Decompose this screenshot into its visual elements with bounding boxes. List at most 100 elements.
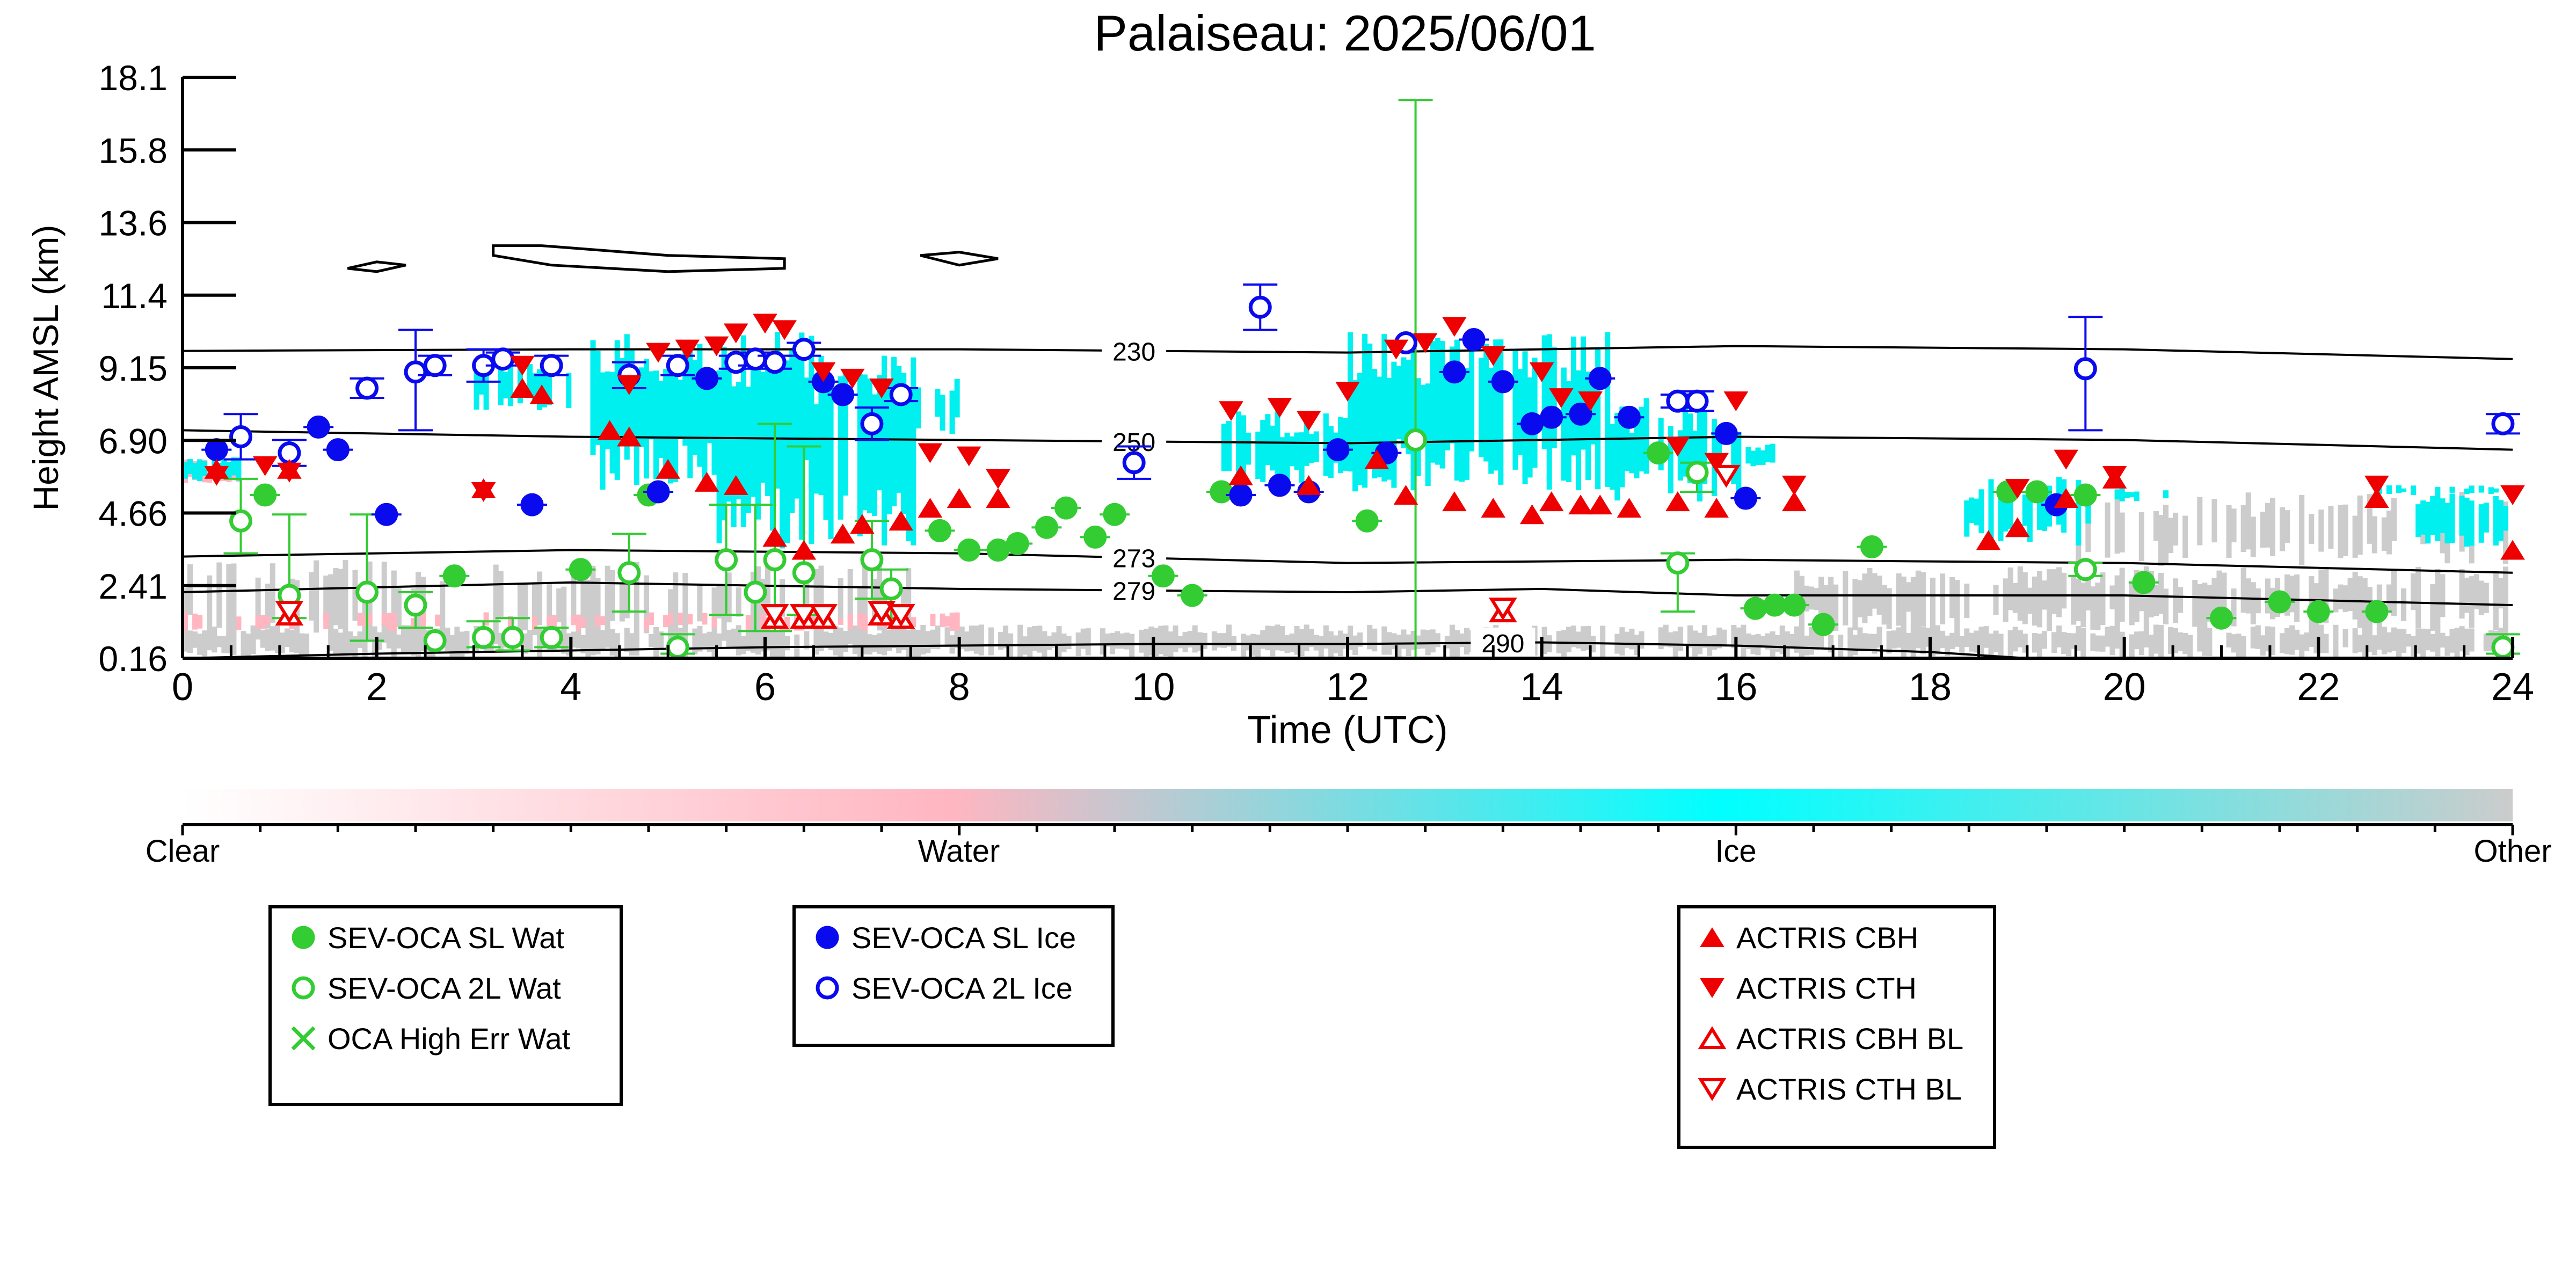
bg-column (2119, 512, 2125, 553)
bg-column (2095, 635, 2101, 652)
bg-column (1391, 361, 1397, 451)
colorbar-label-other: Other (2473, 834, 2552, 869)
bg-column (1750, 635, 1756, 654)
bg-column (1318, 636, 1324, 657)
bg-column (1852, 579, 1858, 630)
data-point (1413, 333, 1438, 353)
bg-column (2381, 627, 2387, 654)
bg-column (784, 636, 790, 651)
bg-column (2269, 627, 2275, 656)
legend-actris: ACTRIS CBH ACTRIS CTH ACTRIS CBH BL ACTRIS … (1677, 905, 1996, 1149)
bg-column (2483, 503, 2489, 533)
bg-column (643, 575, 649, 634)
bg-column (1493, 339, 1499, 471)
data-point (471, 482, 496, 502)
bg-column (1852, 635, 1858, 656)
bg-column (2493, 488, 2499, 493)
bg-column (314, 560, 319, 633)
bg-column (1352, 635, 1358, 655)
data-point (1335, 382, 1360, 402)
bg-column (1779, 625, 1785, 654)
data-point (617, 375, 642, 395)
bg-column (818, 565, 824, 624)
bg-column (1575, 631, 1581, 649)
bg-column (1969, 632, 1975, 652)
bg-column (702, 633, 708, 649)
data-point (2210, 606, 2233, 630)
data-point (947, 488, 972, 508)
bg-column (2158, 514, 2164, 566)
y-tick-label: 13.6 (99, 203, 168, 243)
legend-marker-shape (1698, 1078, 1727, 1101)
data-point (869, 378, 894, 398)
bg-column (1823, 585, 1829, 627)
legend-marker (291, 1026, 316, 1051)
bg-column (1910, 577, 1916, 630)
bg-column (736, 389, 741, 499)
data-point (831, 383, 855, 406)
data-point (1210, 480, 1233, 504)
data-point (1248, 295, 1272, 319)
bg-column (2148, 635, 2154, 657)
bg-column (1187, 630, 1193, 648)
bg-column (1945, 635, 1951, 656)
bg-column (663, 615, 669, 627)
bg-column (2415, 504, 2421, 537)
bg-column (1755, 634, 1761, 656)
data-point (675, 339, 700, 360)
data-point (326, 438, 350, 462)
bg-column (1833, 584, 1839, 631)
bg-column (522, 633, 528, 654)
bg-column (517, 583, 523, 639)
bg-column (2357, 635, 2363, 652)
bg-column (2007, 630, 2013, 658)
bg-column (1978, 489, 1984, 534)
data-point (404, 360, 427, 384)
bg-column (658, 381, 664, 458)
bg-column (1721, 629, 1727, 647)
data-point (1744, 596, 1767, 620)
bg-column (2386, 632, 2392, 653)
bg-column (760, 415, 766, 483)
bg-column (891, 356, 897, 507)
bg-column (2105, 627, 2111, 647)
bg-column (2342, 504, 2348, 556)
bg-column (2415, 566, 2421, 629)
bg-column (1459, 633, 1465, 647)
bg-column (265, 584, 271, 629)
bg-column (780, 628, 785, 658)
bg-column (2464, 489, 2470, 494)
bg-column (2197, 584, 2203, 627)
bg-column (1867, 567, 1873, 616)
bg-column (2425, 629, 2431, 651)
bg-column (2114, 499, 2120, 554)
bg-column (940, 395, 945, 431)
bg-column (566, 373, 572, 408)
bg-column (1541, 335, 1547, 449)
legend-water: SEV-OCA SL Wat SEV-OCA 2L Wat OCA High Err… (268, 905, 623, 1106)
data-point (2500, 540, 2525, 560)
data-point (2491, 412, 2515, 435)
bg-column (1352, 380, 1358, 492)
data-point (569, 558, 592, 581)
bg-column (692, 628, 698, 654)
bg-column (1221, 424, 1227, 471)
bg-column (2386, 584, 2392, 611)
legend-marker (1698, 1078, 1727, 1101)
data-point (1685, 389, 1709, 413)
bg-column (2022, 634, 2028, 653)
data-point (860, 548, 884, 572)
data-point (205, 438, 228, 462)
x-tick-label: 2 (366, 666, 388, 709)
bg-column (949, 390, 955, 434)
bg-column (2017, 566, 2023, 621)
data-point (789, 604, 818, 627)
bg-column (2449, 493, 2455, 543)
bg-column (2240, 505, 2246, 552)
data-point (2364, 488, 2389, 508)
bg-column (624, 574, 630, 618)
bg-column (653, 370, 659, 479)
bg-column (1226, 624, 1232, 647)
bg-column (260, 615, 266, 629)
contour-line-230 (182, 345, 2513, 360)
